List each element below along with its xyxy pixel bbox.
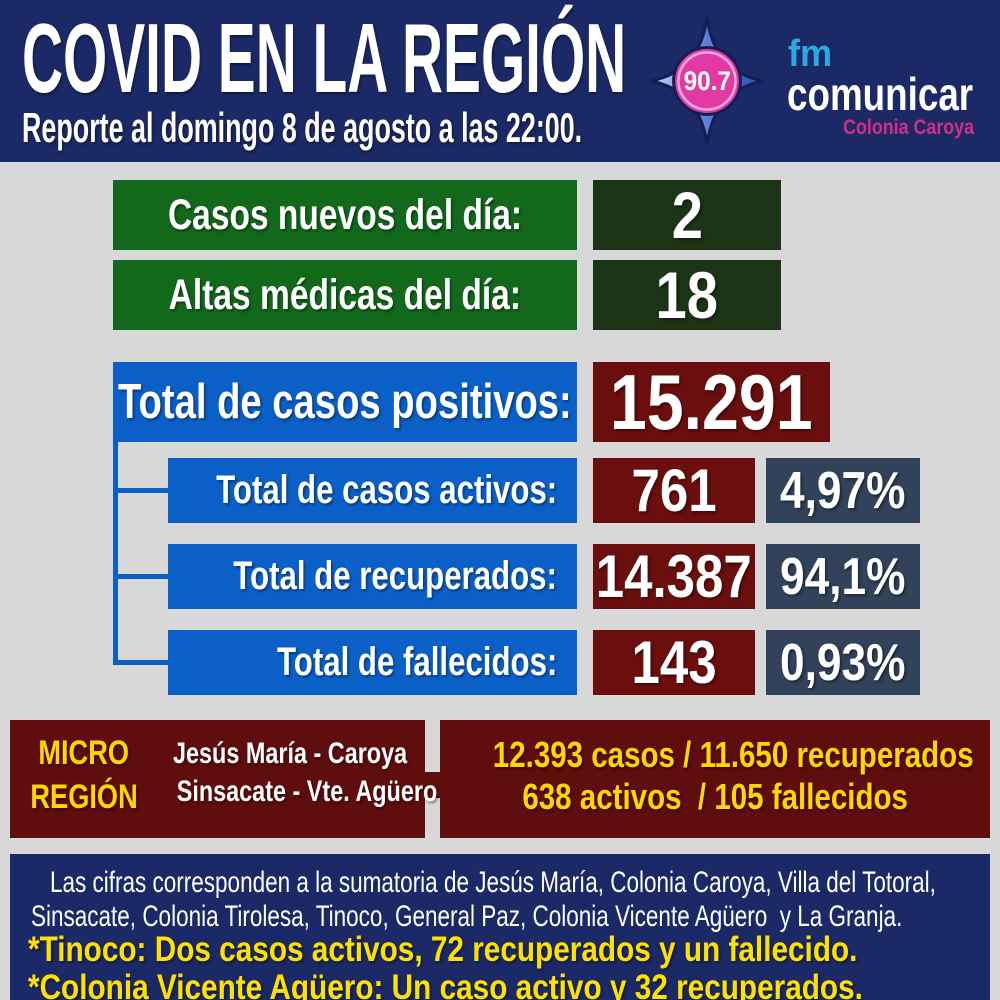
footer-asterisk-line2-text: *Colonia Vicente Agüero: Un caso activo … [28, 968, 863, 1000]
footer-note-line2-text: Sinsacate, Colonia Tirolesa, Tinoco, Gen… [31, 900, 903, 933]
footer-asterisk-line2: *Colonia Vicente Agüero: Un caso activo … [28, 968, 1000, 1000]
micro-region-title-line1: MICRO [38, 734, 130, 772]
footer-asterisk-line1-text: *Tinoco: Dos casos activos, 72 recuperad… [28, 930, 858, 969]
total-positive-value: 15.291 [610, 357, 813, 446]
active-cases-value-box: 761 [593, 457, 755, 524]
recovered-value: 14.387 [596, 543, 753, 610]
deceased-label-box: Total de fallecidos: [168, 630, 577, 695]
total-positive-label: Total de casos positivos: [118, 375, 572, 429]
compass-star-icon [650, 16, 764, 146]
footer-band [10, 854, 990, 1000]
deceased-percent-box: 0,93% [766, 630, 920, 695]
page-title: COVID EN LA REGIÓN [22, 8, 1000, 108]
total-positive-label-box: Total de casos positivos: [113, 362, 577, 442]
micro-region-right-box [440, 720, 990, 838]
micro-region-stats: 12.393 casos / 11.650 recuperados 638 ac… [440, 734, 990, 818]
micro-region-left-box [10, 720, 425, 838]
station-name-text: comunicar [787, 68, 974, 120]
medical-discharges-value-box: 18 [593, 258, 781, 332]
header: COVID EN LA REGIÓN Reporte al domingo 8 … [0, 0, 1000, 162]
micro-region-areas-line2: Sinsacate - Vte. Agüero [176, 775, 438, 808]
report-subtitle-text: Reporte al domingo 8 de agosto a las 22:… [22, 104, 583, 151]
tree-connector-stub [113, 660, 168, 665]
active-cases-percent-box: 4,97% [766, 458, 920, 523]
tree-connector-vertical [113, 442, 118, 665]
active-cases-label: Total de casos activos: [215, 468, 557, 512]
medical-discharges-label-box: Altas médicas del día: [113, 260, 577, 330]
new-cases-value-box: 2 [593, 178, 781, 252]
new-cases-label-box: Casos nuevos del día: [113, 180, 577, 250]
recovered-percent-box: 94,1% [766, 544, 920, 609]
deceased-value: 143 [631, 629, 717, 696]
new-cases-label: Casos nuevos del día: [167, 190, 523, 239]
fm-label: fm [788, 34, 834, 74]
total-positive-value-box: 15.291 [593, 358, 830, 446]
fm-text: fm [788, 33, 833, 75]
active-cases-label-box: Total de casos activos: [168, 458, 577, 523]
station-city-text: Colonia Caroya [843, 116, 974, 139]
station-city-label: Colonia Caroya [788, 116, 974, 140]
recovered-value-box: 14.387 [593, 543, 755, 610]
medical-discharges-value: 18 [655, 258, 719, 332]
micro-region-title-line2: REGIÓN [30, 778, 138, 816]
deceased-value-box: 143 [593, 629, 755, 696]
frequency-text: 90.7 [683, 66, 731, 96]
active-cases-percent: 4,97% [780, 461, 906, 520]
tree-connector-stub [113, 488, 168, 493]
footer-note-line1-text: Las cifras corresponden a la sumatoria d… [50, 866, 936, 899]
deceased-label: Total de fallecidos: [276, 640, 557, 684]
tree-connector-stub [113, 574, 168, 579]
medical-discharges-label: Altas médicas del día: [168, 270, 522, 319]
recovered-label: Total de recuperados: [233, 554, 557, 598]
active-cases-value: 761 [631, 457, 717, 524]
footer-asterisk-line1: *Tinoco: Dos casos activos, 72 recuperad… [28, 930, 1000, 970]
deceased-percent: 0,93% [780, 633, 906, 692]
page-title-text: COVID EN LA REGIÓN [22, 3, 627, 113]
footer-note-line1: Las cifras corresponden a la sumatoria d… [50, 866, 1000, 900]
micro-region-areas: Jesús María - Caroya Sinsacate - Vte. Ag… [140, 735, 437, 811]
new-cases-value: 2 [671, 178, 703, 252]
frequency-badge: 90.7 [648, 66, 766, 96]
station-name-label: comunicar [787, 70, 1000, 118]
micro-region-areas-line1: Jesús María - Caroya [173, 737, 408, 770]
micro-region-stats-line1: 12.393 casos / 11.650 recuperados [492, 734, 974, 775]
footer-note-line2: Sinsacate, Colonia Tirolesa, Tinoco, Gen… [31, 900, 1000, 934]
micro-region-stats-line2: 638 activos / 105 fallecidos [522, 776, 908, 817]
report-subtitle: Reporte al domingo 8 de agosto a las 22:… [22, 105, 897, 151]
micro-region-title: MICRO REGIÓN [14, 731, 154, 819]
recovered-percent: 94,1% [780, 547, 906, 606]
recovered-label-box: Total de recuperados: [168, 544, 577, 609]
